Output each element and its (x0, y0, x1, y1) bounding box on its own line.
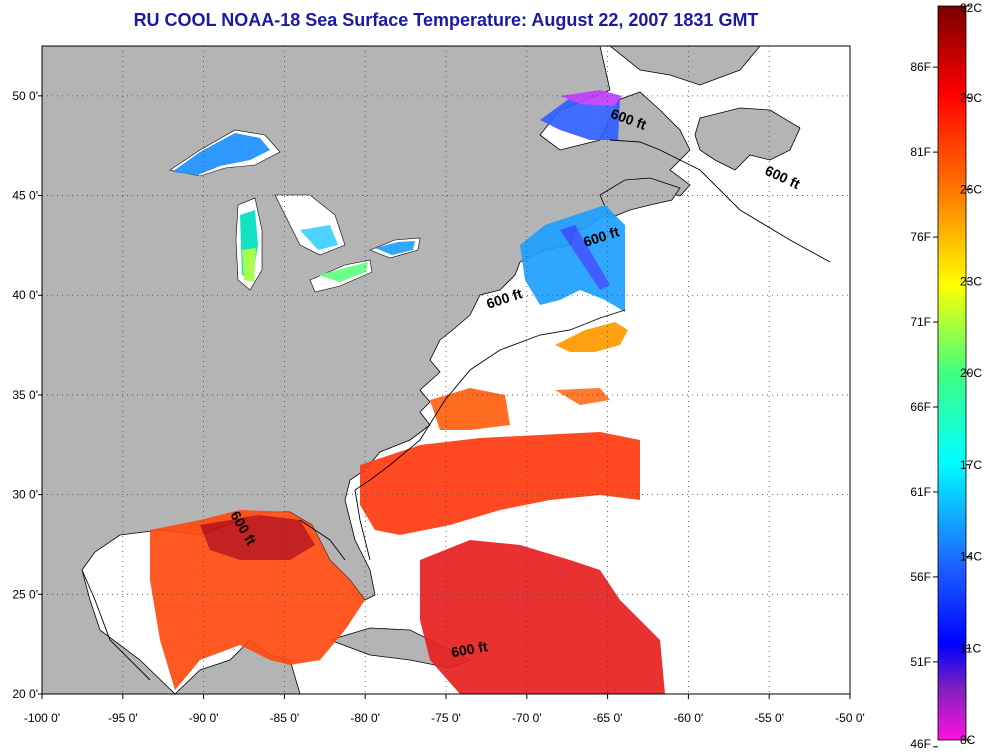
colorbar-f-label: 81F (910, 145, 931, 159)
colorbar-c-label: 29C (960, 91, 982, 105)
colorbar-fahrenheit-labels: 86F 81F 76F 71F 66F 61F 56F 51F 46F (910, 60, 938, 751)
colorbar-f-label: 56F (910, 570, 931, 584)
colorbar-c-label: 17C (960, 458, 982, 472)
colorbar-f-label: 86F (910, 60, 931, 74)
colorbar-f-label: 76F (910, 230, 931, 244)
colorbar-c-label: 26C (960, 183, 982, 197)
lon-tick-label: -95 0' (108, 711, 138, 725)
colorbar-f-label: 66F (910, 400, 931, 414)
graticule (42, 46, 850, 694)
colorbar-f-label: 51F (910, 655, 931, 669)
longitude-tick-labels: -100 0' -95 0' -90 0' -85 0' -80 0' -75 0' -70… (24, 694, 865, 725)
lon-tick-label: -65 0' (593, 711, 623, 725)
lat-tick-label: 35 0' (12, 388, 38, 402)
lat-tick-label: 25 0' (12, 587, 38, 601)
lat-tick-label: 30 0' (12, 488, 38, 502)
lon-tick-label: -50 0' (835, 711, 865, 725)
colorbar-c-label: 20C (960, 366, 982, 380)
map-title: RU COOL NOAA-18 Sea Surface Temperature:… (133, 10, 759, 30)
lon-tick-label: -80 0' (350, 711, 380, 725)
lat-tick-label: 20 0' (12, 687, 38, 701)
land-north-coast (609, 46, 761, 86)
colorbar-c-label: 32C (960, 1, 982, 15)
lon-tick-label: -60 0' (674, 711, 704, 725)
colorbar (937, 5, 967, 741)
lat-tick-label: 45 0' (12, 189, 38, 203)
lon-tick-label: -55 0' (754, 711, 784, 725)
colorbar-c-label: 23C (960, 274, 982, 288)
colorbar-c-label: 8C (960, 733, 976, 747)
latitude-tick-labels: 50 0' 45 0' 40 0' 35 0' 30 0' 25 0' 20 0' (12, 89, 42, 701)
isobath-600ft (81, 139, 831, 681)
colorbar-celsius-labels: 32C 29C 26C 23C 20C 17C 14C 11C 8C (960, 1, 982, 747)
land-maritimes (599, 177, 681, 219)
lat-tick-label: 50 0' (12, 89, 38, 103)
colorbar-f-label: 71F (910, 315, 931, 329)
sst-swaths (150, 90, 665, 694)
isobath-label: 600 ft (450, 638, 489, 660)
lon-tick-label: -100 0' (24, 711, 60, 725)
colorbar-c-label: 14C (960, 550, 982, 564)
lat-tick-label: 40 0' (12, 288, 38, 302)
colorbar-f-label: 61F (910, 485, 931, 499)
colorbar-c-label: 11C (960, 641, 981, 655)
lon-tick-label: -70 0' (512, 711, 542, 725)
lon-tick-label: -90 0' (189, 711, 219, 725)
land-newfoundland (694, 107, 801, 171)
lon-tick-label: -85 0' (270, 711, 300, 725)
colorbar-f-label: 46F (910, 737, 931, 751)
lon-tick-label: -75 0' (431, 711, 461, 725)
